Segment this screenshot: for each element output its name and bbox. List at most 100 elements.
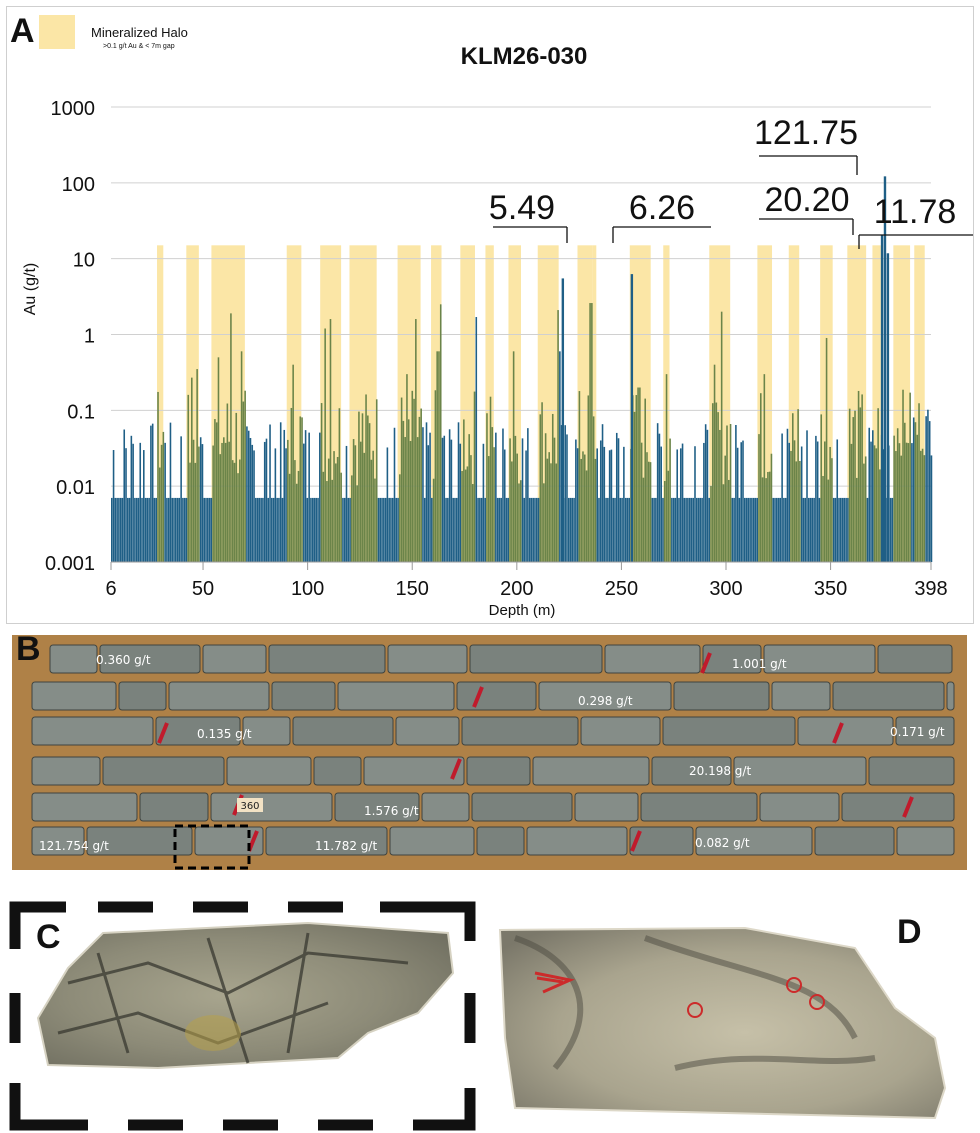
au-bar-39 xyxy=(180,436,182,562)
au-bar-82 xyxy=(256,497,259,562)
au-bar-237 xyxy=(532,497,534,562)
au-bar-46 xyxy=(192,439,195,562)
x-tick-label-2: 100 xyxy=(291,578,324,600)
au-bar-24 xyxy=(153,497,156,562)
core-piece-2-1 xyxy=(155,716,241,746)
au-bar-161 xyxy=(397,497,399,562)
au-bar-52 xyxy=(203,497,206,562)
au-bar-379 xyxy=(784,497,787,562)
au-bar-352 xyxy=(736,447,739,562)
au-bar-389 xyxy=(802,497,805,562)
au-bar-394 xyxy=(811,497,814,562)
au-bar-257 xyxy=(567,497,570,562)
au-bar-55 xyxy=(208,497,211,562)
core-piece-0-4 xyxy=(387,644,468,674)
au-bar-316 xyxy=(672,497,675,562)
au-bar-105 xyxy=(297,470,300,562)
au-bar-185 xyxy=(439,304,442,562)
au-bar-339 xyxy=(713,364,716,562)
au-bar-140 xyxy=(359,441,362,562)
au-bar-248 xyxy=(551,413,554,562)
au-bar-397 xyxy=(816,441,819,562)
au-bar-444 xyxy=(900,455,903,562)
au-bar-382 xyxy=(790,450,792,562)
au-bar-211 xyxy=(486,413,488,562)
au-bar-260 xyxy=(573,497,575,562)
au-bar-0 xyxy=(111,497,113,562)
au-bar-93 xyxy=(276,497,278,562)
au-bar-349 xyxy=(731,497,734,562)
au-bar-372 xyxy=(772,497,775,562)
au-bar-315 xyxy=(671,497,673,562)
core-piece-1-5 xyxy=(456,681,537,711)
au-bar-345 xyxy=(724,455,727,562)
au-bar-271 xyxy=(592,416,595,562)
au-bar-222 xyxy=(505,497,508,562)
core-piece-4-0 xyxy=(31,792,138,822)
au-bar-424 xyxy=(864,456,867,562)
au-bar-311 xyxy=(663,480,666,562)
au-bar-290 xyxy=(626,497,629,562)
au-bar-134 xyxy=(349,497,351,562)
au-bar-117 xyxy=(319,432,321,562)
x-tick-label-7: 350 xyxy=(814,578,847,600)
au-bar-168 xyxy=(409,440,412,562)
sample-cut-1 xyxy=(472,686,484,708)
au-bar-256 xyxy=(566,434,568,562)
core-piece-2-8 xyxy=(797,716,894,746)
au-bar-387 xyxy=(799,460,801,562)
au-bar-142 xyxy=(363,452,366,562)
au-bar-136 xyxy=(352,439,355,562)
au-bar-399 xyxy=(820,414,823,562)
au-bar-361 xyxy=(752,497,755,562)
au-bar-405 xyxy=(831,458,833,562)
au-bar-321 xyxy=(681,443,684,562)
au-bar-343 xyxy=(720,311,723,562)
au-bar-180 xyxy=(431,497,433,562)
au-bar-169 xyxy=(411,390,414,562)
au-bar-201 xyxy=(468,434,470,562)
au-bar-139 xyxy=(358,411,360,562)
au-bar-59 xyxy=(215,422,218,562)
au-bar-277 xyxy=(603,446,606,562)
au-bar-129 xyxy=(340,472,342,562)
specimen-photo-c xyxy=(9,901,476,1131)
au-bar-72 xyxy=(239,459,241,562)
au-bar-106 xyxy=(299,416,302,562)
au-bar-164 xyxy=(402,420,405,562)
au-bar-189 xyxy=(447,497,449,562)
au-bar-19 xyxy=(144,497,147,562)
au-bar-324 xyxy=(687,497,689,562)
au-bar-358 xyxy=(747,497,750,562)
au-bar-291 xyxy=(628,497,630,562)
au-bar-73 xyxy=(240,351,243,562)
au-bar-148 xyxy=(374,478,376,562)
au-bar-65 xyxy=(226,403,229,562)
sample-cut-7 xyxy=(630,830,642,852)
au-bar-376 xyxy=(779,497,782,562)
au-bar-416 xyxy=(850,443,853,562)
core-piece-4-2 xyxy=(210,792,333,822)
axis-layer: 1000 100 10 1 0.1 0.01 0.001 6 50 100 150 200 250 300… xyxy=(45,98,948,600)
au-bar-194 xyxy=(455,497,458,562)
au-bar-223 xyxy=(507,497,510,562)
au-bar-344 xyxy=(722,484,725,562)
au-bar-219 xyxy=(500,497,502,562)
au-bar-240 xyxy=(537,497,540,562)
au-bar-447 xyxy=(905,442,908,562)
au-bar-261 xyxy=(575,439,577,562)
au-bar-155 xyxy=(386,447,389,562)
au-bar-408 xyxy=(836,439,839,562)
au-bar-200 xyxy=(466,466,469,562)
au-bar-336 xyxy=(708,497,711,562)
au-bar-306 xyxy=(655,497,657,562)
au-bar-265 xyxy=(582,451,584,562)
au-bar-359 xyxy=(749,497,751,562)
sample-cut-6 xyxy=(902,796,914,818)
core-piece-3-5 xyxy=(466,756,531,786)
core-piece-4-7 xyxy=(640,792,758,822)
au-bar-199 xyxy=(464,469,467,562)
au-bar-16 xyxy=(139,442,142,562)
legend-title: Mineralized Halo xyxy=(91,25,188,40)
core-piece-1-3 xyxy=(271,681,336,711)
